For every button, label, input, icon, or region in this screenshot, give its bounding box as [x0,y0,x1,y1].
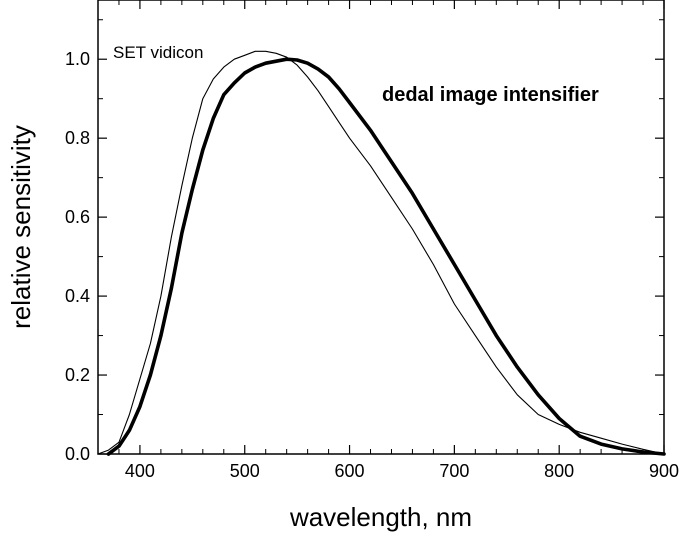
x-axis-title: wavelength, nm [289,502,472,532]
y-tick-label: 0.6 [65,207,90,227]
x-tick-label: 400 [125,461,155,481]
x-tick-label: 600 [335,461,365,481]
y-tick-label: 0.4 [65,286,90,306]
series-layer [97,50,666,456]
axis-tick-labels: 400 500 600 700 800 900 0.0 0.2 0.4 0.6 0.8 1.0 [65,49,679,481]
series-line-set-vidicon [97,50,665,455]
y-tick-label: 0.2 [65,365,90,385]
x-tick-label: 700 [439,461,469,481]
y-tick-label: 1.0 [65,49,90,69]
plot-frame [97,0,665,455]
y-tick-label: 0.8 [65,128,90,148]
annotation-set-vidicon: SET vidicon [113,43,203,62]
x-tick-label: 500 [230,461,260,481]
x-tick-label: 900 [649,461,679,481]
y-axis-title: relative sensitivity [6,125,36,329]
series-line-dedal-image-intensifier [106,57,666,456]
annotation-dedal-image-intensifier: dedal image intensifier [382,84,599,106]
y-tick-label: 0.0 [65,444,90,464]
x-tick-label: 800 [544,461,574,481]
